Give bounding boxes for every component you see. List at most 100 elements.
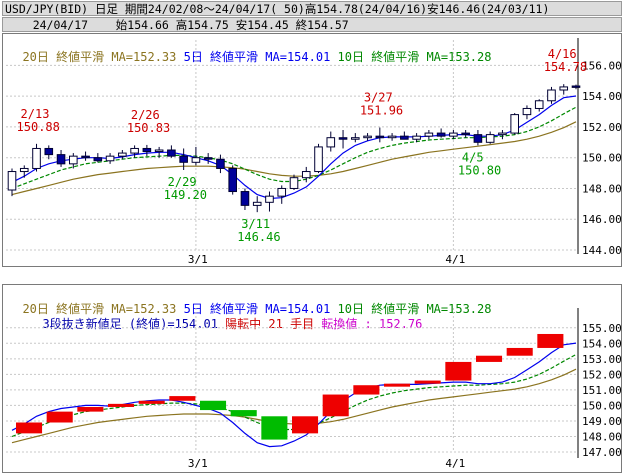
candle-body <box>289 177 299 189</box>
annotation-value: 149.20 <box>164 188 207 202</box>
line-break-brick <box>445 361 472 381</box>
candle-body <box>326 137 336 148</box>
candle-body <box>252 201 262 206</box>
annotation-value: 150.83 <box>127 121 170 135</box>
line-break-brick <box>16 422 43 434</box>
top-ytick-label: 154.00 <box>582 90 622 103</box>
candle-body <box>69 155 78 165</box>
line-break-brick <box>261 416 288 440</box>
candle-body <box>571 85 581 88</box>
candle-body <box>277 187 287 197</box>
candle-body <box>412 135 421 140</box>
bottom-chart-panel <box>2 284 622 473</box>
top-chart-panel <box>2 33 622 267</box>
annotation-value: 154.78 <box>544 60 587 74</box>
annotation-date: 3/11 <box>241 217 270 231</box>
candle-body <box>265 195 274 203</box>
bottom-ytick-label: 155.00 <box>582 322 622 335</box>
candle-body <box>510 114 519 134</box>
candle-body <box>191 157 201 163</box>
candle-body <box>130 147 139 154</box>
bottom-ma5-line <box>11 342 577 448</box>
candle-body <box>436 132 446 137</box>
candle-body <box>216 158 225 169</box>
candle-body <box>314 146 323 173</box>
top-xtick-label: 4/1 <box>445 253 465 266</box>
annotation-date: 4/16 <box>548 47 577 61</box>
line-break-brick <box>230 410 257 417</box>
bottom-xtick-label: 3/1 <box>188 457 208 470</box>
bottom-ytick-label: 147.00 <box>582 446 622 459</box>
annotation-value: 150.88 <box>17 120 60 134</box>
line-break-brick <box>292 416 319 434</box>
line-break-brick <box>476 355 503 362</box>
top-xtick-label: 3/1 <box>188 253 208 266</box>
bottom-ytick-label: 151.00 <box>582 384 622 397</box>
line-break-brick <box>46 411 73 423</box>
line-break-brick <box>414 380 441 384</box>
candle-body <box>32 147 41 169</box>
top-ytick-label: 156.00 <box>582 59 622 72</box>
candle-body <box>7 171 17 191</box>
candle-body <box>522 107 532 116</box>
candle-body <box>424 132 434 137</box>
candle-body <box>203 157 213 160</box>
bottom-ytick-label: 152.00 <box>582 368 622 381</box>
annotation-value: 150.80 <box>458 163 501 177</box>
line-break-brick <box>537 333 564 348</box>
top-ytick-label: 152.00 <box>582 121 622 134</box>
candle-body <box>534 100 544 109</box>
annotation-date: 4/5 <box>462 150 484 164</box>
candle-body <box>375 135 385 139</box>
bottom-ytick-label: 149.00 <box>582 415 622 428</box>
annotation-date: 2/29 <box>168 175 197 189</box>
top-ytick-label: 148.00 <box>582 182 622 195</box>
candle-body <box>400 135 409 140</box>
bottom-ytick-label: 154.00 <box>582 337 622 350</box>
legend-ma20-bottom: 20日 終値平滑 MA=152.33 <box>22 302 177 316</box>
bottom-xtick-label: 4/1 <box>445 457 465 470</box>
line-break-brick <box>506 347 533 356</box>
candle-body <box>93 157 103 162</box>
candle-body <box>167 149 176 157</box>
candle-body <box>105 155 115 162</box>
annotation-value: 146.46 <box>237 230 280 244</box>
candle-body <box>547 89 556 102</box>
line-break-brick <box>77 406 104 412</box>
annotation-value: 151.96 <box>360 104 403 118</box>
candle-body <box>301 171 311 179</box>
top-legend: 20日 終値平滑 MA=152.33 5日 終値平滑 MA=154.01 10日… <box>8 36 491 64</box>
legend-ma10-bottom: 10日 終値平滑 MA=153.28 <box>337 302 492 316</box>
candle-body <box>142 147 152 153</box>
bottom-ytick-label: 150.00 <box>582 399 622 412</box>
line-break-brick <box>322 394 349 417</box>
line-break-brick <box>108 403 135 407</box>
candle-body <box>559 86 569 91</box>
annotation-date: 3/27 <box>364 91 393 105</box>
candle-body <box>228 167 237 193</box>
candle-body <box>240 191 250 206</box>
bottom-legend: 20日 終値平滑 MA=152.33 5日 終値平滑 MA=154.01 10日… <box>8 288 491 316</box>
line-break-brick <box>138 400 165 404</box>
top-ytick-label: 146.00 <box>582 213 622 226</box>
legend-ma5: 5日 終値平滑 MA=154.01 <box>183 50 331 64</box>
candle-body <box>363 135 372 139</box>
legend-ma5-bottom: 5日 終値平滑 MA=154.01 <box>183 302 331 316</box>
line-break-brick <box>384 383 411 387</box>
candle-body <box>118 152 127 157</box>
bottom-ytick-label: 153.00 <box>582 353 622 366</box>
candle-body <box>338 137 348 140</box>
candle-body <box>473 134 483 143</box>
top-ytick-label: 144.00 <box>582 244 622 257</box>
candle-body <box>154 149 164 153</box>
candle-body <box>461 132 470 136</box>
candle-body <box>351 137 360 140</box>
candle-body <box>179 155 188 163</box>
candle-body <box>44 147 54 156</box>
annotation-date: 2/13 <box>21 107 50 121</box>
top-ytick-label: 150.00 <box>582 152 622 165</box>
candle-body <box>81 155 90 159</box>
candle-body <box>19 167 29 173</box>
chart-header-line2: 24/04/17 始154.66 高154.75 安154.45 終154.57 <box>2 17 622 32</box>
